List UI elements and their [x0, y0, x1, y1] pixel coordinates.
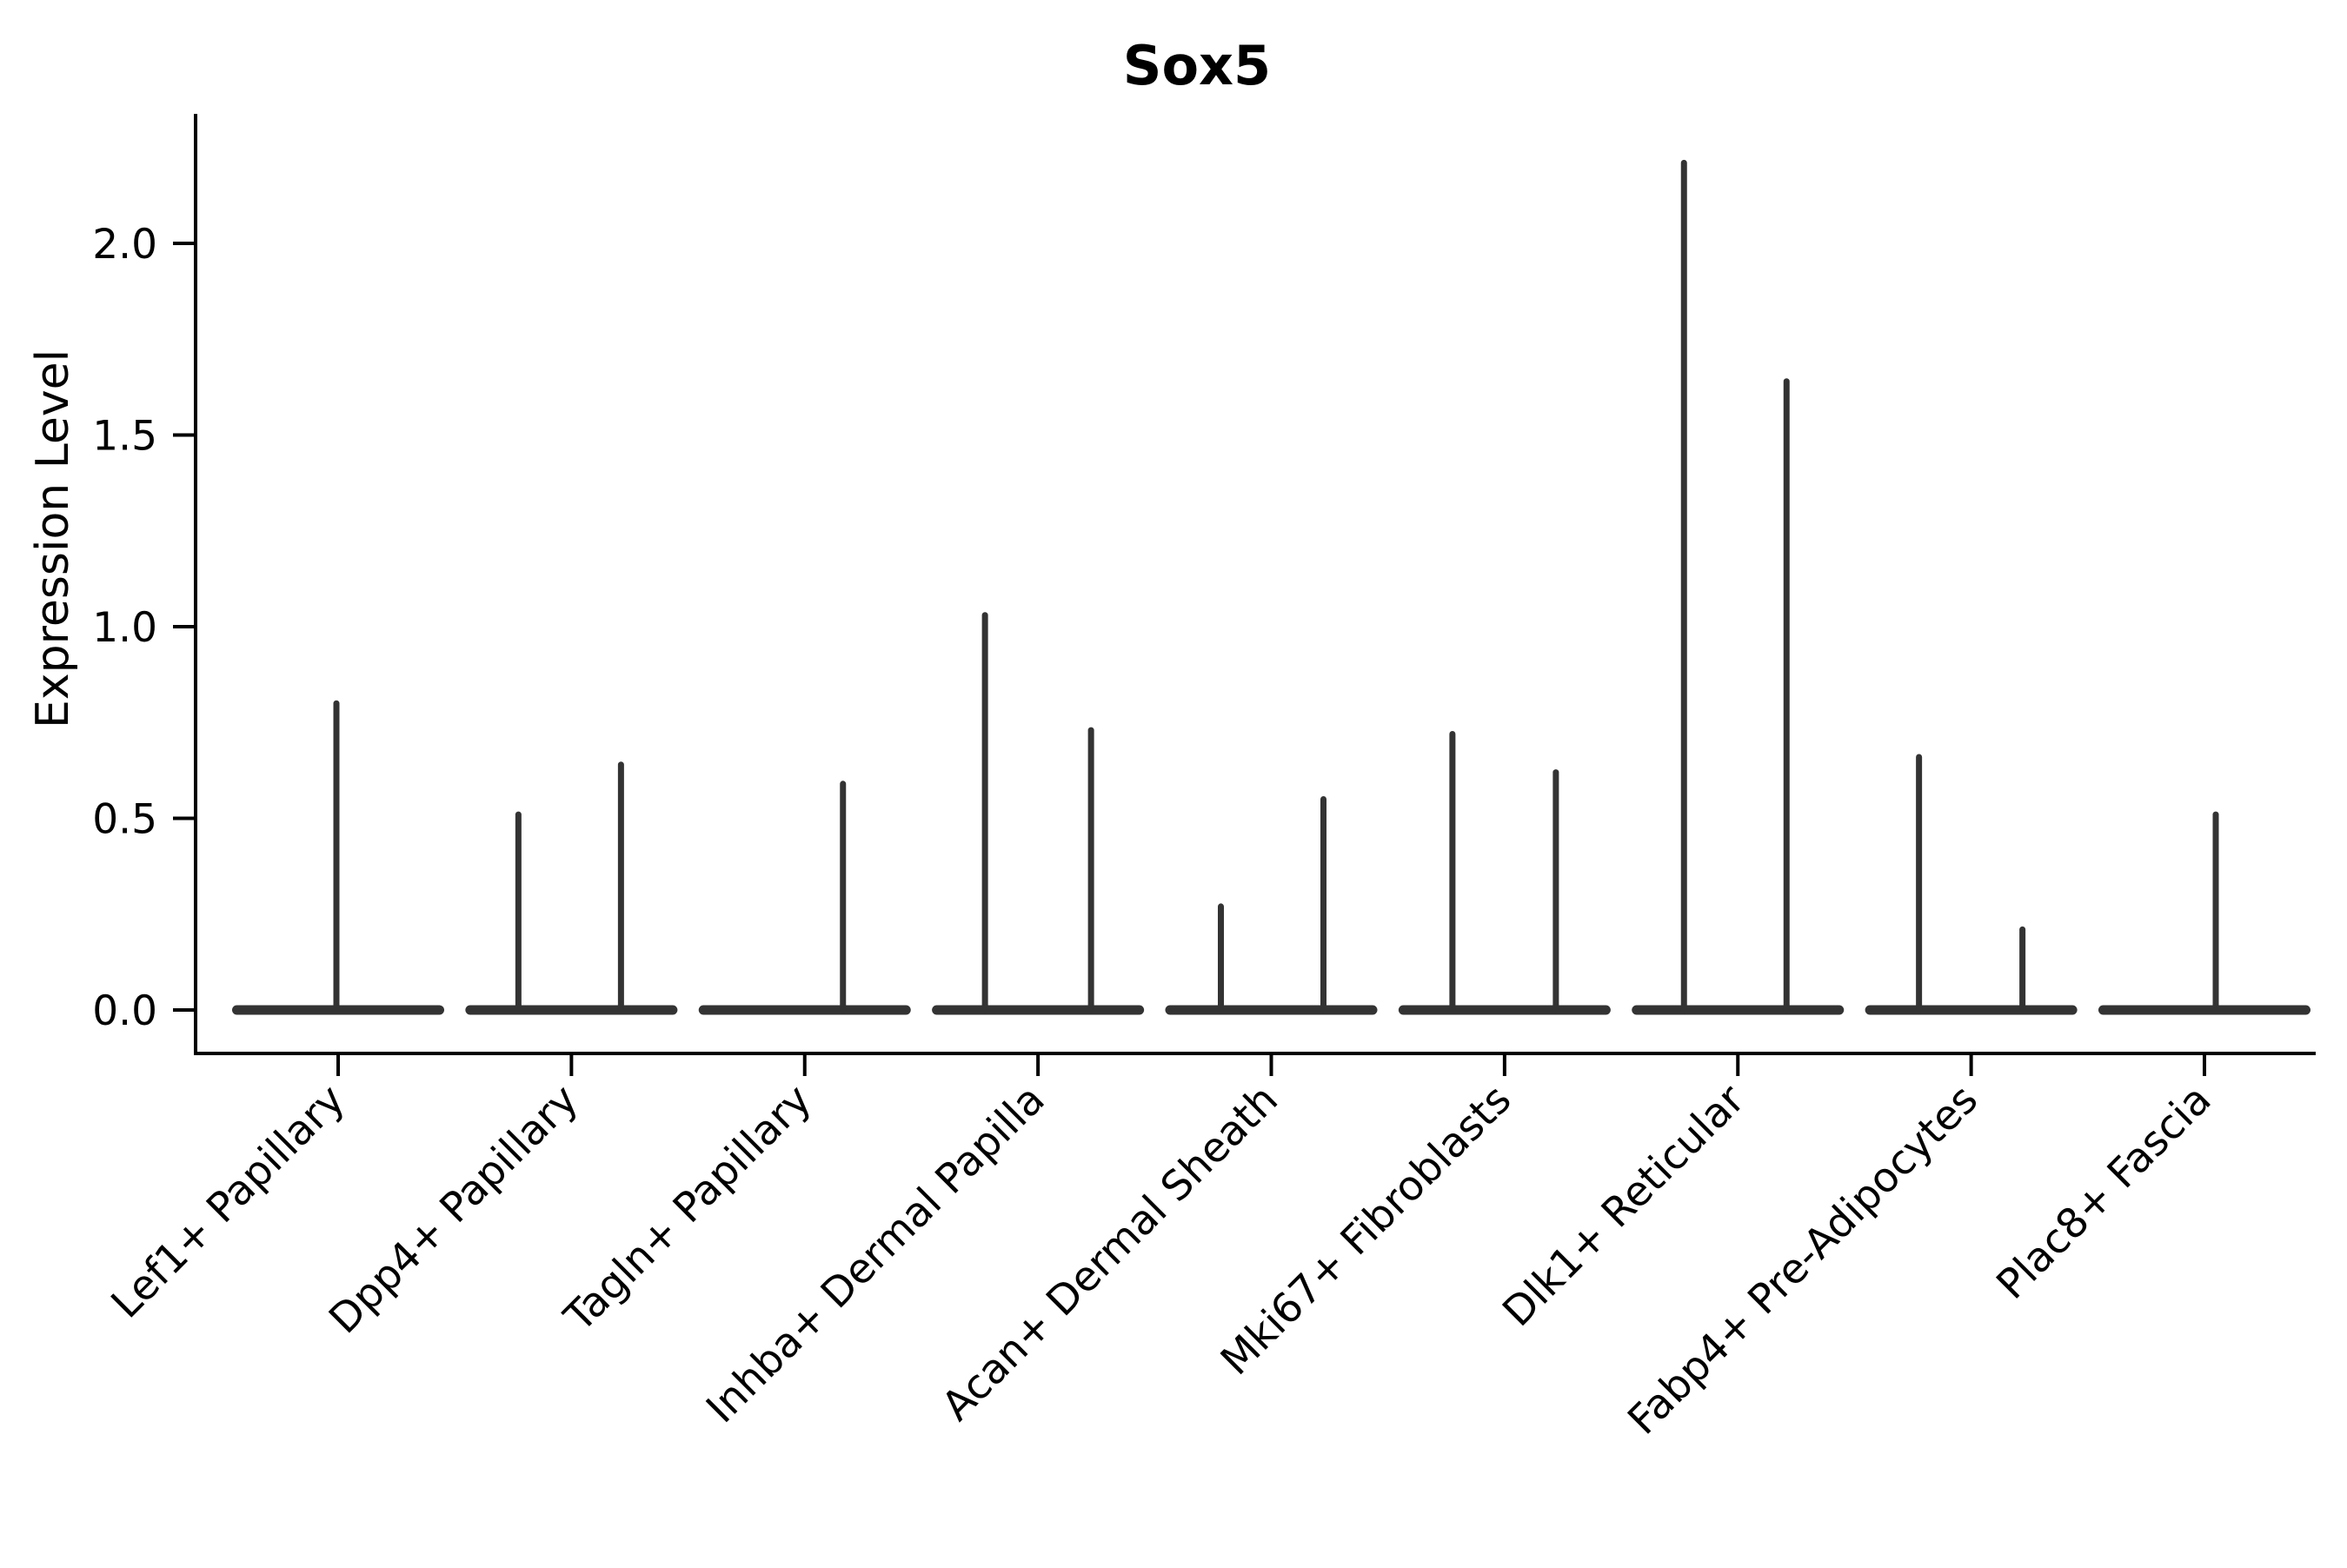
violin-4 — [932, 612, 1145, 1015]
y-tick-mark — [173, 1008, 194, 1012]
violin-8 — [1865, 754, 2078, 1015]
x-tick-mark — [569, 1055, 574, 1076]
y-tick-label: 1.0 — [92, 604, 157, 652]
x-tick-mark — [1969, 1055, 1973, 1076]
y-tick-label: 1.5 — [92, 413, 157, 461]
x-tick-mark — [1269, 1055, 1273, 1076]
x-tick-mark — [1036, 1055, 1041, 1076]
y-axis-label: Expression Level — [27, 349, 79, 728]
violin-baseline — [2098, 1005, 2310, 1015]
x-tick-mark — [802, 1055, 807, 1076]
violin-9 — [2098, 811, 2310, 1015]
violin-baseline — [932, 1005, 1145, 1015]
x-tick-mark — [1502, 1055, 1506, 1076]
bottom-axis-spine — [194, 1052, 2316, 1055]
x-tick-label-1: Lef1+ Papillary — [103, 1076, 355, 1328]
y-tick-mark — [173, 625, 194, 628]
x-tick-label-7: Dlk1+ Reticular — [1493, 1075, 1754, 1336]
y-tick-mark — [173, 433, 194, 437]
y-tick-label: 0.5 — [92, 796, 157, 844]
x-tick-mark — [336, 1055, 340, 1076]
violins-layer — [232, 159, 2310, 1015]
violin-baseline — [1165, 1005, 1378, 1015]
chart-title: Sox5 — [1123, 34, 1271, 97]
violin-baseline — [1398, 1005, 1611, 1015]
x-tick-label-9: Plac8+ Fascia — [1988, 1076, 2221, 1309]
y-tick-label: 0.0 — [92, 987, 157, 1035]
x-tick-mark — [1736, 1055, 1740, 1076]
axes-spines-layer — [194, 114, 2316, 1055]
violin-baseline — [1632, 1005, 1845, 1015]
violin-5 — [1165, 795, 1378, 1015]
violin-6 — [1398, 730, 1611, 1015]
violin-3 — [698, 781, 911, 1015]
left-axis-spine — [194, 114, 197, 1055]
violin-2 — [465, 761, 678, 1015]
x-tick-label-2: Dpp4+ Papillary — [320, 1076, 588, 1344]
x-tick-mark — [2203, 1055, 2206, 1076]
violin-baseline — [698, 1005, 911, 1015]
violin-1 — [232, 700, 444, 1015]
violin-baseline — [465, 1005, 678, 1015]
y-tick-mark — [173, 242, 194, 245]
y-tick-mark — [173, 816, 194, 821]
axes-ticks-layer — [173, 242, 2206, 1076]
violin-baseline — [1865, 1005, 2078, 1015]
violin-7 — [1632, 159, 1845, 1015]
y-tick-label: 2.0 — [92, 221, 157, 269]
x-tick-label-3: Tagln+ Papillary — [555, 1076, 821, 1342]
